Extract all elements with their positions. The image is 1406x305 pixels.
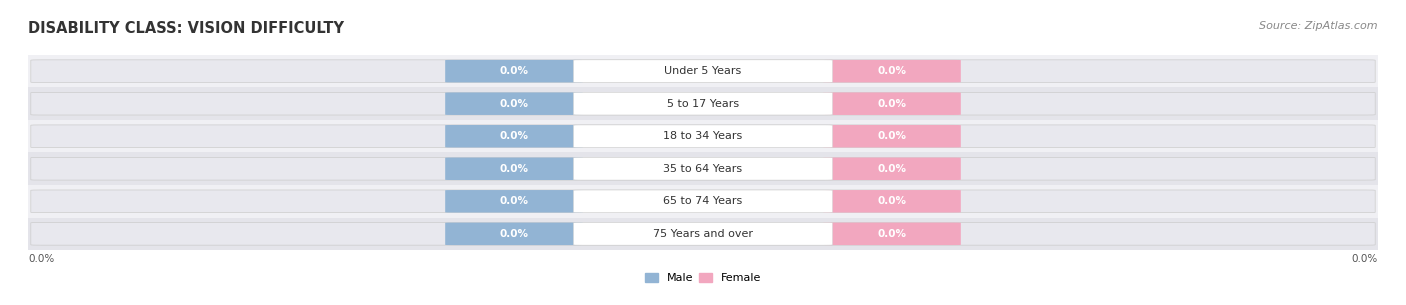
FancyBboxPatch shape: [823, 223, 960, 245]
Text: 5 to 17 Years: 5 to 17 Years: [666, 99, 740, 109]
FancyBboxPatch shape: [446, 92, 583, 115]
FancyBboxPatch shape: [31, 223, 1375, 245]
FancyBboxPatch shape: [446, 125, 583, 148]
Text: 0.0%: 0.0%: [877, 164, 907, 174]
Text: 0.0%: 0.0%: [28, 254, 55, 264]
Bar: [28, 217, 1378, 250]
FancyBboxPatch shape: [446, 190, 583, 213]
FancyBboxPatch shape: [31, 125, 1375, 148]
FancyBboxPatch shape: [574, 125, 832, 148]
FancyBboxPatch shape: [31, 60, 1375, 82]
Text: 0.0%: 0.0%: [877, 99, 907, 109]
FancyBboxPatch shape: [823, 92, 960, 115]
Bar: [28, 185, 1378, 217]
Text: DISABILITY CLASS: VISION DIFFICULTY: DISABILITY CLASS: VISION DIFFICULTY: [28, 21, 344, 36]
Text: 35 to 64 Years: 35 to 64 Years: [664, 164, 742, 174]
Text: 18 to 34 Years: 18 to 34 Years: [664, 131, 742, 141]
FancyBboxPatch shape: [823, 157, 960, 180]
FancyBboxPatch shape: [446, 223, 583, 245]
FancyBboxPatch shape: [31, 190, 1375, 213]
Text: 0.0%: 0.0%: [499, 99, 529, 109]
FancyBboxPatch shape: [823, 125, 960, 148]
Bar: [28, 120, 1378, 152]
Text: 75 Years and over: 75 Years and over: [652, 229, 754, 239]
Text: 0.0%: 0.0%: [499, 131, 529, 141]
Legend: Male, Female: Male, Female: [640, 268, 766, 288]
Text: 0.0%: 0.0%: [1351, 254, 1378, 264]
Text: Under 5 Years: Under 5 Years: [665, 66, 741, 76]
Bar: [28, 55, 1378, 88]
FancyBboxPatch shape: [31, 157, 1375, 180]
Text: 0.0%: 0.0%: [499, 229, 529, 239]
Bar: [28, 88, 1378, 120]
FancyBboxPatch shape: [446, 157, 583, 180]
Text: 0.0%: 0.0%: [499, 66, 529, 76]
Text: Source: ZipAtlas.com: Source: ZipAtlas.com: [1260, 21, 1378, 31]
FancyBboxPatch shape: [823, 190, 960, 213]
Text: 0.0%: 0.0%: [499, 164, 529, 174]
FancyBboxPatch shape: [574, 190, 832, 213]
FancyBboxPatch shape: [31, 92, 1375, 115]
Text: 0.0%: 0.0%: [877, 229, 907, 239]
Text: 0.0%: 0.0%: [877, 196, 907, 206]
FancyBboxPatch shape: [823, 60, 960, 82]
Text: 65 to 74 Years: 65 to 74 Years: [664, 196, 742, 206]
FancyBboxPatch shape: [574, 223, 832, 245]
Text: 0.0%: 0.0%: [877, 66, 907, 76]
Text: 0.0%: 0.0%: [499, 196, 529, 206]
Text: 0.0%: 0.0%: [877, 131, 907, 141]
FancyBboxPatch shape: [446, 60, 583, 82]
Bar: [28, 152, 1378, 185]
FancyBboxPatch shape: [574, 60, 832, 82]
FancyBboxPatch shape: [574, 92, 832, 115]
FancyBboxPatch shape: [574, 157, 832, 180]
